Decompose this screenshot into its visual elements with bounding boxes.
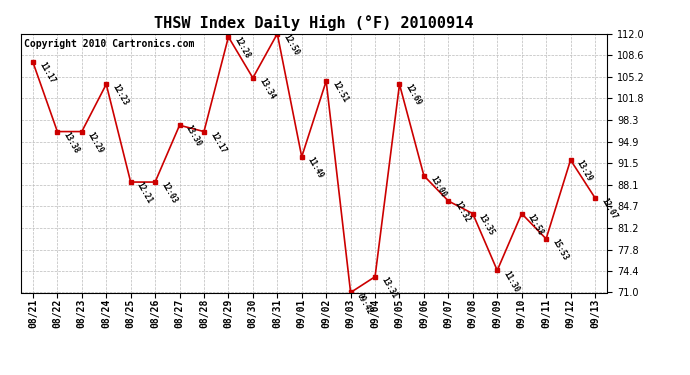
Text: 12:07: 12:07 — [599, 196, 618, 221]
Text: 13:34: 13:34 — [257, 76, 277, 101]
Text: 12:58: 12:58 — [526, 212, 545, 237]
Text: 13:38: 13:38 — [61, 130, 81, 155]
Text: 09:42: 09:42 — [355, 291, 374, 316]
Text: 12:21: 12:21 — [135, 181, 154, 205]
Text: 11:30: 11:30 — [502, 269, 521, 294]
Text: 12:17: 12:17 — [208, 130, 228, 155]
Text: 12:23: 12:23 — [110, 83, 130, 107]
Text: 11:17: 11:17 — [37, 61, 57, 85]
Title: THSW Index Daily High (°F) 20100914: THSW Index Daily High (°F) 20100914 — [155, 15, 473, 31]
Text: 13:30: 13:30 — [184, 124, 203, 148]
Text: 12:28: 12:28 — [233, 36, 252, 60]
Text: 13:31: 13:31 — [380, 275, 399, 300]
Text: Copyright 2010 Cartronics.com: Copyright 2010 Cartronics.com — [23, 39, 194, 49]
Text: 12:51: 12:51 — [331, 80, 350, 104]
Text: 13:35: 13:35 — [477, 212, 496, 237]
Text: 15:53: 15:53 — [550, 237, 570, 262]
Text: 12:69: 12:69 — [404, 83, 423, 107]
Text: 13:00: 13:00 — [428, 174, 447, 199]
Text: 13:29: 13:29 — [575, 159, 594, 183]
Text: 11:49: 11:49 — [306, 155, 325, 180]
Text: 12:03: 12:03 — [159, 181, 179, 205]
Text: 12:29: 12:29 — [86, 130, 106, 155]
Text: 12:32: 12:32 — [453, 200, 472, 224]
Text: 12:50: 12:50 — [282, 32, 301, 57]
